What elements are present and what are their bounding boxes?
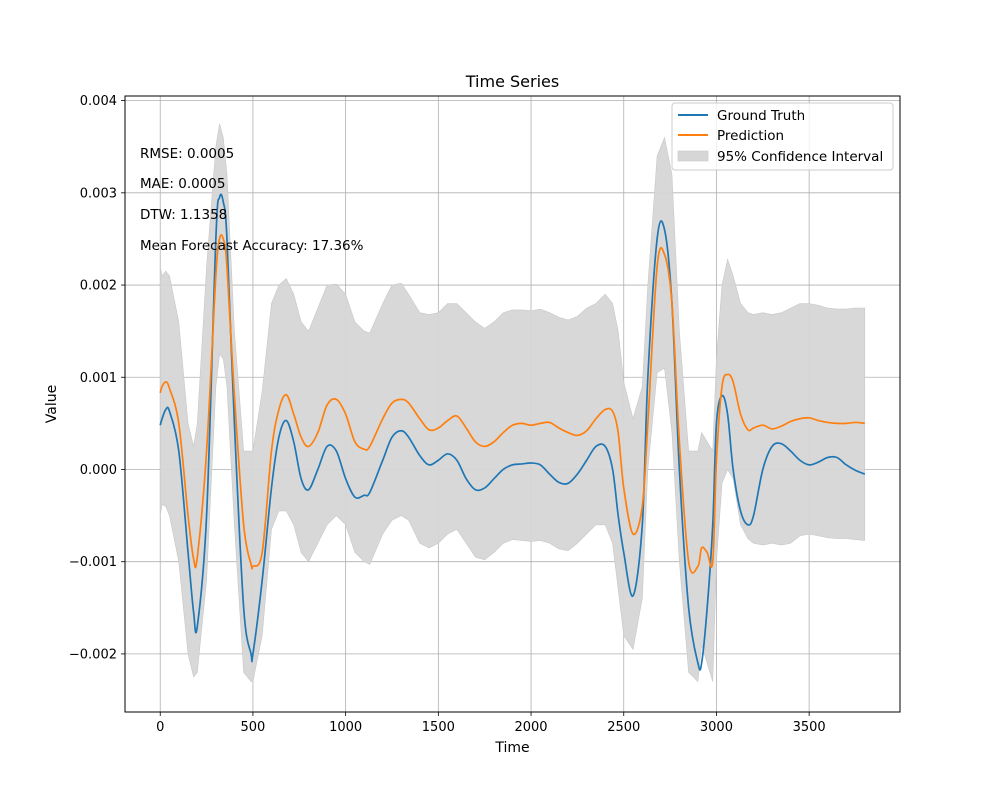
y-tick-label: 0.003 [80, 186, 117, 201]
x-tick-label: 3000 [700, 720, 733, 735]
y-tick-label: 0.002 [80, 279, 117, 294]
x-axis-label: Time [494, 740, 529, 756]
legend-confidence-label: 95% Confidence Interval [717, 149, 883, 165]
legend-box [671, 102, 894, 171]
x-tick-label: 1000 [329, 720, 362, 735]
prediction-line [159, 234, 865, 574]
legend-ground-truth-label: Ground Truth [717, 108, 805, 124]
y-tick-label: 0.001 [80, 371, 117, 386]
x-tick-label: 0 [156, 720, 164, 735]
x-tick-label: 2500 [607, 720, 640, 735]
metric-annotation: DTW: 1.1358 [140, 207, 227, 223]
metrics-annotations: RMSE: 0.0005 MAE: 0.0005 DTW: 1.1358 Mean F… [140, 146, 364, 254]
metric-annotation: Mean Forecast Accuracy: 17.36% [140, 238, 364, 254]
legend-prediction-label: Prediction [717, 128, 784, 144]
plot-area [159, 123, 866, 683]
ground-truth-line [159, 193, 866, 671]
legend-confidence-swatch [677, 150, 709, 162]
y-axis-label: Value [44, 385, 60, 423]
plot-frame [124, 95, 901, 713]
x-tick-label: 2000 [514, 720, 547, 735]
metric-annotation: MAE: 0.0005 [140, 176, 226, 192]
y-tick-label: 0.000 [80, 463, 117, 478]
y-tick-label: −0.001 [69, 555, 117, 570]
x-tick-label: 1500 [422, 720, 455, 735]
legend: Ground Truth Prediction 95% Confidence Int… [671, 102, 894, 171]
axis-ticks: 0 500 1000 1500 2000 2500 3000 3500 −0.002 −0.001… [69, 94, 826, 735]
x-tick-label: 500 [241, 720, 266, 735]
confidence-interval-band [159, 123, 866, 683]
x-tick-label: 3500 [793, 720, 826, 735]
y-tick-label: −0.002 [69, 647, 117, 662]
y-tick-label: 0.004 [80, 94, 117, 109]
chart-title: Time Series [465, 72, 559, 91]
metric-annotation: RMSE: 0.0005 [140, 146, 234, 162]
